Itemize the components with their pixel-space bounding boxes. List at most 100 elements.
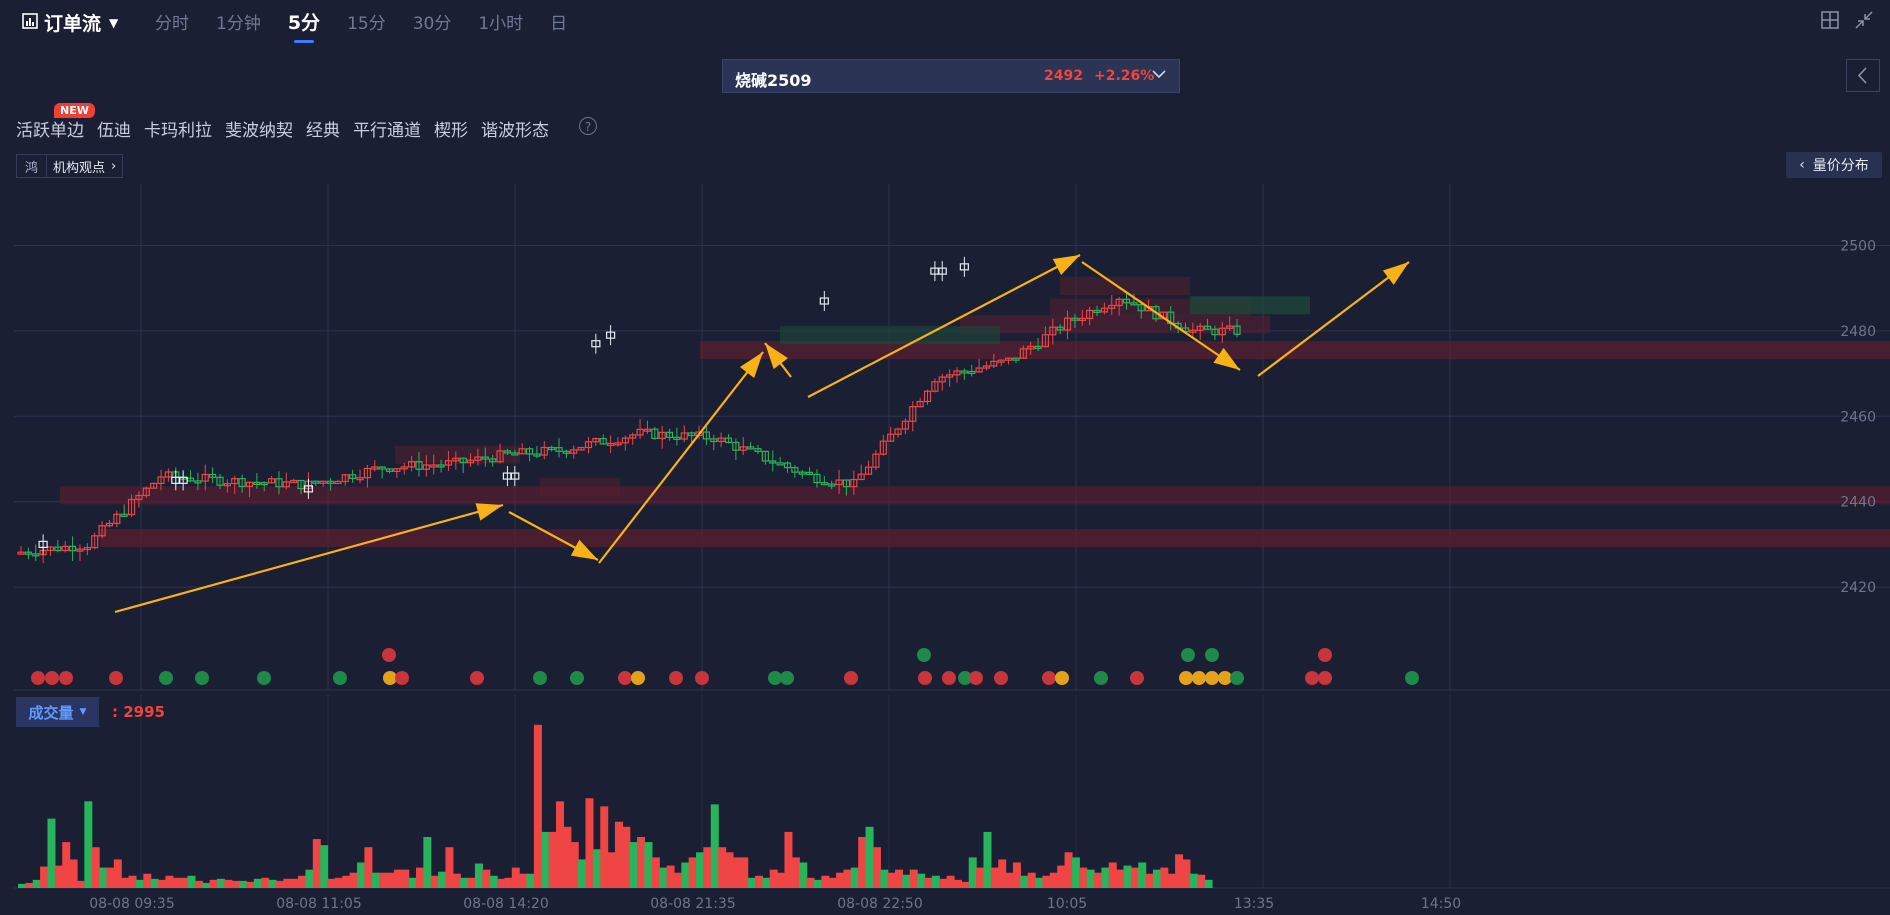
volume-bar (924, 877, 933, 888)
signal-marker (45, 671, 59, 685)
candle-body (1203, 325, 1212, 330)
candle-body (76, 548, 84, 552)
signal-marker (1192, 671, 1206, 685)
volume-bar (511, 867, 520, 888)
order-zone (780, 326, 1000, 345)
app-title-dropdown[interactable]: 订单流 ▼ (22, 9, 118, 36)
trend-arrow-head (739, 352, 763, 379)
candle-body (135, 494, 143, 501)
volume-bar (482, 869, 491, 888)
volume-bar (725, 852, 734, 888)
candle-body (997, 359, 1005, 363)
period-tab-5min[interactable]: 5分 (288, 8, 320, 43)
collapse-panel-button[interactable] (1846, 59, 1880, 92)
tool-wedge[interactable]: 楔形 (434, 121, 468, 141)
candle-body (747, 446, 755, 450)
doji-body (171, 476, 181, 484)
volume-bar (467, 877, 476, 888)
candle-body (275, 478, 283, 488)
tool-parallel-channel[interactable]: 平行通道 (353, 121, 421, 141)
candle-body (1071, 317, 1079, 321)
symbol-selector[interactable]: 烧碱2509 2492 +2.26% (722, 59, 1180, 93)
volume-bar (939, 878, 948, 888)
institution-prefix: 鸿 (17, 155, 48, 177)
volume-bar (1130, 867, 1139, 888)
trend-arrow-head (765, 343, 788, 370)
volume-bar (18, 883, 26, 888)
candle-body (872, 453, 880, 468)
period-tab-day[interactable]: 日 (550, 14, 568, 34)
candle-body (1108, 304, 1116, 309)
institution-view-tag[interactable]: 鸿 机构观点 › (16, 154, 124, 178)
volume-bar (1086, 869, 1095, 888)
tool-classic[interactable]: 经典 (306, 121, 340, 141)
candle-body (805, 471, 814, 476)
candle-body (739, 446, 747, 451)
candle-body (636, 428, 644, 436)
tool-harmonic[interactable]: 谐波形态 (481, 121, 549, 141)
volume-bar (275, 880, 284, 888)
candle-body (17, 551, 25, 555)
candle-body (835, 479, 843, 486)
volume-bar (622, 826, 631, 888)
period-tab-1hour[interactable]: 1小时 (478, 14, 524, 34)
volume-bar (415, 867, 424, 888)
y-tick-label: 2480 (1840, 324, 1876, 340)
candle-body (614, 442, 622, 446)
candle-body (1122, 298, 1131, 304)
volume-bar (585, 798, 594, 888)
grid-layout-icon[interactable] (1820, 10, 1840, 30)
tool-active-oneside[interactable]: 活跃单边 (16, 121, 84, 141)
volume-bar (1108, 862, 1117, 888)
tool-fibonacci[interactable]: 斐波纳契 (225, 121, 293, 141)
candle-body (658, 431, 666, 440)
candle-body (430, 464, 438, 468)
signal-marker (195, 671, 209, 685)
volume-bar (32, 879, 41, 888)
x-tick-label: 08-08 14:20 (463, 896, 548, 912)
signal-marker (257, 671, 271, 685)
signal-marker (669, 671, 683, 685)
candle-body (813, 473, 821, 484)
candle-body (120, 513, 128, 517)
period-tab-timeline[interactable]: 分时 (155, 14, 189, 34)
doji-body (819, 297, 829, 305)
signal-marker (942, 671, 956, 685)
volume-bar (644, 842, 653, 888)
candle-body (253, 481, 261, 485)
candle-body (1115, 298, 1123, 307)
candle-body (1012, 357, 1020, 361)
signal-marker (768, 671, 782, 685)
tool-woodie[interactable]: 伍迪 (97, 121, 131, 141)
candle-body (481, 456, 489, 460)
volume-bar (1175, 854, 1184, 888)
candle-body (724, 437, 733, 444)
candle-body (238, 478, 246, 488)
help-icon[interactable]: ? (579, 117, 597, 135)
volume-indicator-dropdown[interactable]: 成交量 ▼ (16, 697, 99, 727)
volume-bar (681, 862, 690, 888)
candle-body (91, 535, 99, 549)
candle-body (990, 360, 998, 367)
signal-marker (631, 671, 645, 685)
period-tab-30min[interactable]: 30分 (412, 14, 452, 34)
signal-marker (1181, 648, 1195, 662)
candle-body (621, 437, 629, 444)
candle-body (879, 440, 887, 455)
candle-body (282, 481, 290, 488)
volume-distribution-button[interactable]: ‹ 量价分布 (1786, 152, 1882, 178)
volume-bar (556, 801, 565, 888)
candle-body (444, 460, 453, 466)
tool-camarilla[interactable]: 卡玛利拉 (144, 121, 212, 141)
signal-marker (994, 671, 1008, 685)
trend-arrow-head (1382, 262, 1409, 285)
minimize-icon[interactable] (1854, 10, 1874, 30)
candle-body (341, 474, 349, 483)
signal-marker (695, 671, 709, 685)
volume-bar (312, 839, 321, 888)
period-tab-15min[interactable]: 15分 (347, 14, 386, 34)
order-zone (700, 341, 1890, 360)
volume-bar (799, 862, 808, 888)
period-tab-1min[interactable]: 1分钟 (216, 14, 261, 34)
